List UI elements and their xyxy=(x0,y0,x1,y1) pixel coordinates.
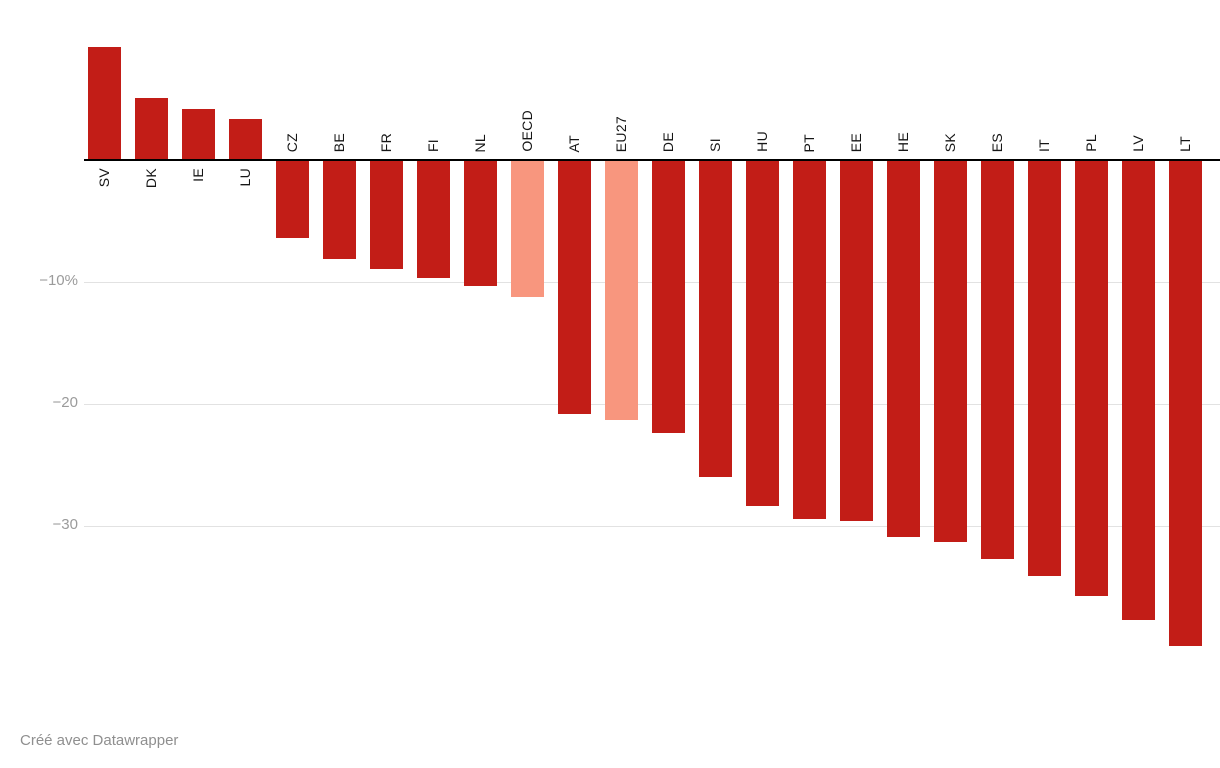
bar-hu xyxy=(746,160,779,507)
y-tick-label--10: −10% xyxy=(39,272,78,289)
bar-lt xyxy=(1169,160,1202,646)
bar-label-fr: FR xyxy=(377,132,394,152)
bar-fi xyxy=(417,160,450,279)
bar-it xyxy=(1028,160,1061,577)
bar-label-lv: LV xyxy=(1129,135,1146,152)
bar-label-sk: SK xyxy=(941,132,958,152)
bar-label-hu: HU xyxy=(753,131,770,152)
bar-label-si: SI xyxy=(706,138,723,152)
datawrapper-credit[interactable]: Créé avec Datawrapper xyxy=(20,732,179,749)
bar-oecd xyxy=(511,160,544,297)
bar-label-oecd: OECD xyxy=(518,110,535,152)
bar-label-be: BE xyxy=(330,132,347,152)
bar-label-dk: DK xyxy=(142,168,159,189)
bar-label-it: IT xyxy=(1035,138,1052,152)
bar-dk xyxy=(135,97,168,160)
bar-es xyxy=(981,160,1014,559)
bar-label-es: ES xyxy=(988,132,1005,152)
y-tick-label--30: −30 xyxy=(52,516,78,533)
bar-pt xyxy=(793,160,826,519)
bar-label-fi: FI xyxy=(424,138,441,152)
bar-eu27 xyxy=(605,160,638,420)
bar-label-sv: SV xyxy=(95,168,112,188)
gridline--30 xyxy=(84,526,1220,527)
bar-si xyxy=(699,160,732,478)
bar-he xyxy=(887,160,920,537)
bar-label-at: AT xyxy=(565,134,582,152)
bar-label-ee: EE xyxy=(847,132,864,152)
bar-label-de: DE xyxy=(659,131,676,152)
bar-nl xyxy=(464,160,497,286)
bar-at xyxy=(558,160,591,414)
bar-lu xyxy=(229,118,262,160)
bar-label-nl: NL xyxy=(471,133,488,153)
y-tick-label--20: −20 xyxy=(52,394,78,411)
bar-label-pl: PL xyxy=(1082,134,1099,152)
bar-label-eu27: EU27 xyxy=(612,115,629,152)
bar-label-pt: PT xyxy=(800,133,817,153)
bar-sk xyxy=(934,160,967,542)
bar-ee xyxy=(840,160,873,522)
bar-cz xyxy=(276,160,309,239)
bar-de xyxy=(652,160,685,434)
zero-axis-line xyxy=(84,159,1220,161)
bar-label-he: HE xyxy=(894,131,911,152)
bar-ie xyxy=(182,108,215,160)
bar-lv xyxy=(1122,160,1155,620)
bar-label-cz: CZ xyxy=(283,132,300,152)
bar-fr xyxy=(370,160,403,269)
bar-be xyxy=(323,160,356,259)
bar-label-lt: LT xyxy=(1176,136,1193,152)
bar-sv xyxy=(88,46,121,160)
bar-pl xyxy=(1075,160,1108,596)
bar-label-ie: IE xyxy=(189,168,206,182)
bar-label-lu: LU xyxy=(236,168,253,187)
